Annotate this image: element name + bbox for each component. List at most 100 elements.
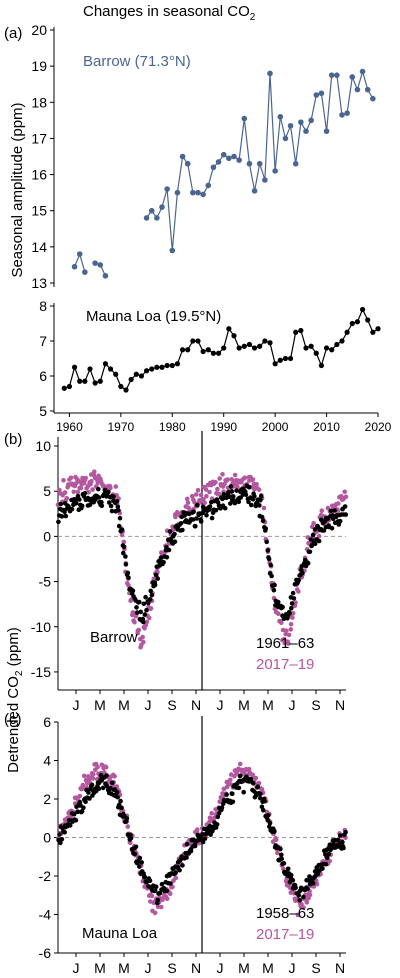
data-point	[200, 839, 206, 845]
data-point	[184, 496, 190, 502]
data-point	[198, 519, 204, 524]
data-point	[86, 490, 91, 495]
data-point	[121, 539, 127, 545]
data-point	[216, 491, 222, 497]
y-tick-label: -4	[39, 907, 52, 923]
data-point-barrow	[205, 182, 212, 189]
data-point-barrow	[287, 122, 294, 129]
data-point	[220, 472, 225, 477]
data-point	[118, 798, 123, 804]
data-point	[71, 489, 77, 495]
data-point	[109, 508, 115, 514]
data-point	[291, 596, 297, 601]
y-tick-label: 19	[31, 58, 47, 74]
data-point-barrow	[272, 168, 278, 174]
x-tick-label: J	[73, 960, 80, 976]
y-tick-label: 6	[43, 714, 51, 730]
data-point	[264, 539, 270, 545]
data-point	[170, 884, 175, 890]
data-point	[81, 805, 86, 810]
data-point	[267, 820, 273, 826]
x-tick-label: 2020	[365, 420, 392, 434]
data-point-maunaloa	[241, 343, 247, 349]
x-tick-label: N	[335, 697, 345, 713]
data-point	[128, 836, 134, 841]
data-point-maunaloa	[359, 306, 366, 313]
data-point	[260, 518, 266, 524]
data-point	[312, 527, 318, 532]
data-point	[242, 475, 248, 481]
data-point	[111, 494, 116, 500]
data-point	[269, 573, 274, 579]
data-point-barrow	[97, 262, 104, 268]
data-point	[315, 871, 321, 877]
data-point-barrow	[241, 115, 248, 122]
data-point-maunaloa	[205, 347, 211, 353]
data-point	[119, 527, 125, 533]
data-point	[337, 518, 343, 524]
data-point	[267, 824, 272, 829]
data-point	[336, 501, 341, 506]
x-tick-label: J	[217, 960, 224, 976]
data-point	[266, 556, 272, 562]
x-tick-label: S	[311, 697, 320, 713]
data-point	[343, 830, 348, 835]
data-point-barrow	[359, 68, 366, 75]
data-point	[323, 852, 328, 857]
data-point-barrow	[154, 215, 160, 221]
data-point	[153, 572, 159, 578]
data-point	[289, 601, 295, 606]
data-point	[288, 872, 294, 878]
data-point	[132, 851, 138, 857]
data-point	[273, 837, 279, 842]
data-point-barrow	[318, 90, 325, 97]
data-point-maunaloa	[190, 338, 196, 344]
data-point	[337, 833, 343, 838]
data-point	[305, 560, 311, 566]
data-point	[177, 867, 182, 873]
data-point	[110, 780, 115, 786]
data-point	[310, 532, 316, 538]
data-point	[286, 632, 292, 638]
data-point	[307, 549, 313, 555]
data-point	[328, 847, 333, 853]
data-point-maunaloa	[61, 385, 67, 391]
data-point	[286, 641, 291, 646]
data-point-barrow	[323, 128, 330, 134]
data-point	[167, 891, 173, 896]
data-point	[123, 562, 129, 567]
data-point	[234, 488, 239, 493]
data-point	[134, 605, 139, 610]
data-point	[137, 864, 142, 869]
data-point-barrow	[256, 160, 263, 167]
data-point	[216, 811, 222, 816]
data-point	[276, 611, 281, 616]
data-point	[149, 893, 155, 899]
data-point-maunaloa	[246, 341, 253, 348]
data-point-maunaloa	[200, 348, 206, 355]
data-point-maunaloa	[365, 317, 371, 323]
data-point	[139, 860, 144, 865]
data-point-barrow	[190, 189, 196, 196]
data-point	[279, 856, 285, 861]
data-point	[295, 912, 301, 918]
data-point	[343, 512, 349, 517]
data-point-maunaloa	[277, 357, 283, 363]
data-point	[77, 793, 83, 799]
data-point	[141, 639, 146, 645]
x-tick-label: M	[262, 960, 274, 976]
data-point	[275, 850, 280, 856]
data-point	[108, 503, 114, 509]
data-point	[81, 773, 87, 779]
data-point-barrow	[292, 160, 299, 167]
data-point	[323, 861, 329, 867]
data-point	[91, 771, 96, 777]
data-point-maunaloa	[138, 373, 145, 379]
y-tick-label: -15	[31, 664, 51, 680]
data-point	[112, 774, 117, 779]
data-point-maunaloa	[143, 368, 150, 374]
data-point-maunaloa	[282, 355, 289, 362]
data-point	[73, 818, 79, 823]
data-point	[159, 881, 165, 887]
data-point	[228, 777, 233, 783]
